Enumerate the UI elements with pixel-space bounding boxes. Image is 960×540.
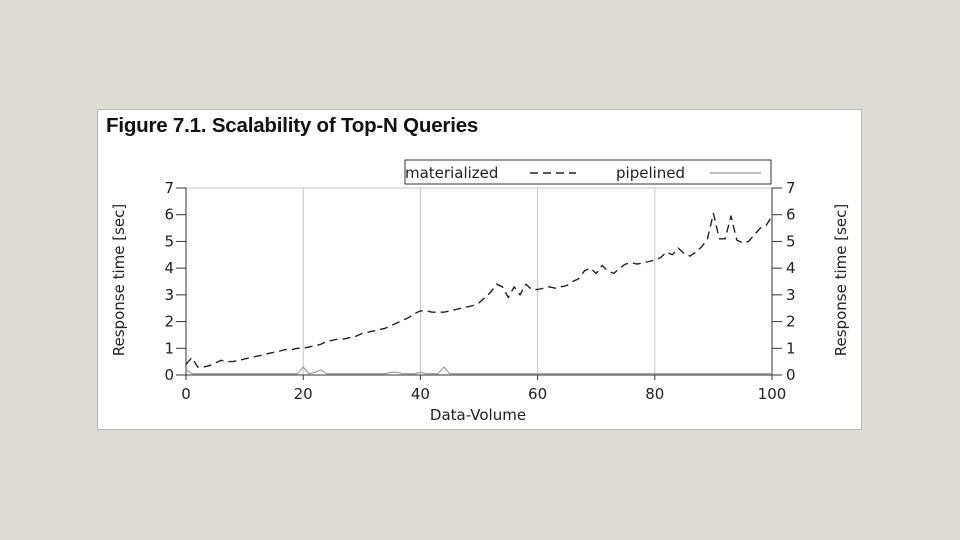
x-tick-label: 20 bbox=[294, 385, 313, 403]
series-line-pipelined bbox=[185, 366, 772, 375]
y-tick-label-right: 2 bbox=[786, 313, 796, 331]
series-line-materialized bbox=[185, 212, 773, 368]
legend-label-materialized: materialized bbox=[405, 164, 498, 182]
chart-svg: 0 01 12 23 34 45 56 67 70 20 40 60 80 100 Data-Volume… bbox=[110, 159, 850, 424]
legend: materialized pipelined bbox=[404, 159, 772, 185]
y-tick-label-right: 6 bbox=[786, 206, 796, 224]
series-lines bbox=[185, 212, 773, 375]
y-tick-label-left: 2 bbox=[164, 313, 174, 331]
axes bbox=[176, 187, 782, 380]
y-tick-label-right: 1 bbox=[786, 339, 796, 357]
figure-card: Figure 7.1. Scalability of Top-N Queries… bbox=[97, 109, 862, 430]
y-axis-label-left: Response time [sec] bbox=[110, 204, 128, 356]
x-tick-label: 80 bbox=[645, 385, 664, 403]
grid-lines bbox=[186, 187, 772, 375]
x-axis-label: Data-Volume bbox=[430, 406, 526, 424]
y-tick-label-right: 3 bbox=[786, 286, 796, 304]
y-tick-label-left: 0 bbox=[164, 366, 174, 384]
y-tick-label-left: 1 bbox=[164, 339, 174, 357]
x-tick-label: 0 bbox=[181, 385, 191, 403]
y-tick-label-left: 7 bbox=[164, 179, 174, 197]
x-tick-label: 100 bbox=[758, 385, 787, 403]
legend-box bbox=[404, 159, 772, 185]
y-tick-label-left: 3 bbox=[164, 286, 174, 304]
y-axis-label-right: Response time [sec] bbox=[832, 204, 850, 356]
x-tick-label: 40 bbox=[411, 385, 430, 403]
y-tick-label-left: 4 bbox=[164, 259, 174, 277]
figure-title: Figure 7.1. Scalability of Top-N Queries bbox=[106, 114, 479, 137]
y-tick-label-right: 0 bbox=[786, 366, 796, 384]
y-tick-label-left: 6 bbox=[164, 206, 174, 224]
y-tick-label-right: 7 bbox=[786, 179, 796, 197]
y-tick-label-left: 5 bbox=[164, 232, 174, 250]
x-tick-label: 60 bbox=[528, 385, 547, 403]
tick-labels: 0 01 12 23 34 45 56 67 70 20 40 60 80 100 bbox=[164, 179, 795, 403]
y-tick-label-right: 5 bbox=[786, 232, 796, 250]
legend-label-pipelined: pipelined bbox=[616, 164, 685, 182]
y-tick-label-right: 4 bbox=[786, 259, 796, 277]
